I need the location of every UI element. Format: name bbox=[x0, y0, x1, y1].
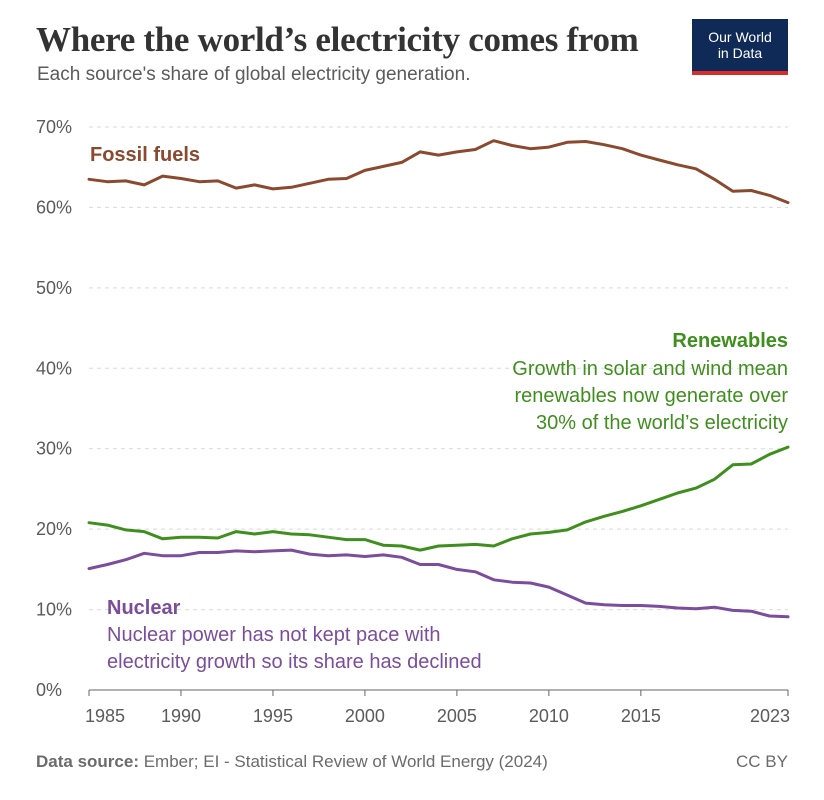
y-tick-label: 10% bbox=[36, 600, 72, 620]
label-layer: Fossil fuels Renewables Growth in solar an… bbox=[90, 144, 788, 673]
axis-layer: 0% 10% 20% 30% 40% 50% 60% 70% 1985 1990 1995 2000 2… bbox=[36, 117, 790, 726]
logo-line-1: Our World bbox=[708, 29, 772, 45]
series-label-nuclear: Nuclear bbox=[107, 597, 181, 619]
x-tick-label: 2005 bbox=[437, 706, 477, 726]
x-tick-label: 1985 bbox=[85, 706, 125, 726]
x-tick-label: 2000 bbox=[345, 706, 385, 726]
y-tick-label: 0% bbox=[36, 680, 62, 700]
y-tick-label: 60% bbox=[36, 197, 72, 217]
y-tick-label: 40% bbox=[36, 358, 72, 378]
x-tick-label: 2010 bbox=[529, 706, 569, 726]
series-line-nuclear bbox=[87, 548, 790, 619]
license-link[interactable]: CC BY bbox=[736, 752, 788, 771]
series-label-renewables: Renewables bbox=[672, 330, 788, 352]
y-tick-label: 70% bbox=[36, 117, 72, 137]
data-source-label: Data source: bbox=[36, 752, 139, 771]
logo-line-2: in Data bbox=[717, 45, 763, 61]
y-tick-label: 30% bbox=[36, 439, 72, 459]
x-tick-label: 2023 bbox=[750, 706, 790, 726]
annotation-nuclear-line: electricity growth so its share has decl… bbox=[107, 651, 482, 673]
series-line-renewables bbox=[87, 445, 790, 552]
series-label-fossil-fuels: Fossil fuels bbox=[90, 144, 200, 166]
owid-logo[interactable]: Our World in Data bbox=[692, 19, 788, 75]
series-line-fossil-fuels bbox=[87, 139, 790, 205]
x-tick-label: 2015 bbox=[621, 706, 661, 726]
annotation-renewables-line: 30% of the world’s electricity bbox=[536, 412, 788, 434]
series-layer bbox=[87, 139, 790, 619]
data-source: Data source: Ember; EI - Statistical Rev… bbox=[36, 752, 548, 772]
data-source-text[interactable]: Ember; EI - Statistical Review of World … bbox=[143, 752, 548, 771]
y-tick-label: 50% bbox=[36, 278, 72, 298]
chart-subtitle: Each source's share of global electricit… bbox=[37, 64, 471, 85]
annotation-renewables-line: Growth in solar and wind mean bbox=[512, 358, 788, 380]
y-tick-label: 20% bbox=[36, 519, 72, 539]
x-tick-label: 1990 bbox=[161, 706, 201, 726]
annotation-nuclear-line: Nuclear power has not kept pace with bbox=[107, 624, 441, 646]
chart-title: Where the world’s electricity comes from bbox=[36, 20, 639, 59]
annotation-renewables-line: renewables now generate over bbox=[514, 385, 788, 407]
x-tick-label: 1995 bbox=[253, 706, 293, 726]
